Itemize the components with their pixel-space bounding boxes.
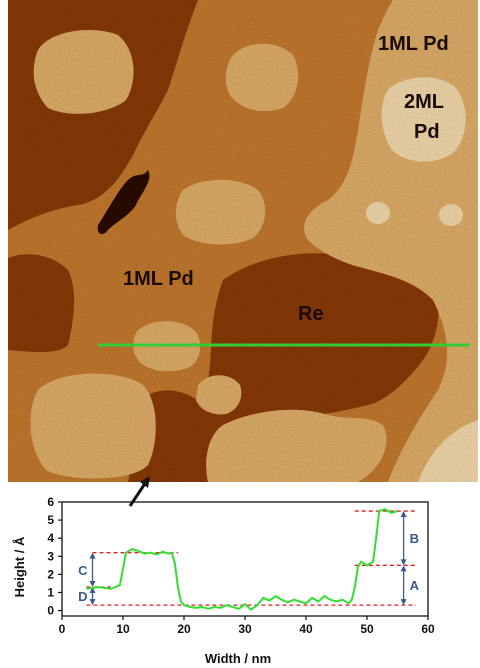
- step-marker-label: D: [78, 589, 87, 604]
- height-profile-chart: 0 10 20 30 40 50 60 0 1 2 3 4 5 6 A B CD Width / nm Hei…: [12, 495, 435, 666]
- label-2ml-line2: Pd: [414, 121, 440, 143]
- stm-topography-image: 1ML Pd 2ML Pd 1ML Pd Re: [8, 0, 478, 482]
- chart-axes: 0 10 20 30 40 50 60 0 1 2 3 4 5 6: [47, 495, 435, 636]
- step-marker-d: D: [78, 587, 96, 606]
- marker-head-bottom: [89, 581, 96, 588]
- reference-lines: [86, 510, 416, 606]
- height-profile-series: [86, 508, 398, 611]
- marker-head-top: [400, 565, 407, 572]
- step-marker-label: A: [410, 578, 420, 593]
- x-tick-label: 30: [238, 622, 252, 636]
- y-tick-label: 5: [47, 513, 54, 527]
- y-tick-label: 6: [47, 495, 54, 509]
- x-tick-label: 40: [299, 622, 313, 636]
- marker-head-top: [89, 552, 96, 559]
- label-1ml-pd-top-right: 1ML Pd: [378, 33, 449, 55]
- y-tick-label: 1: [47, 585, 54, 599]
- y-tick-label: 2: [47, 567, 54, 581]
- y-tick-label: 0: [47, 604, 54, 618]
- y-tick-label: 3: [47, 549, 54, 563]
- label-re: Re: [298, 303, 324, 325]
- x-axis-title: Width / nm: [205, 651, 271, 666]
- marker-head-top: [89, 587, 96, 594]
- x-tick-label: 0: [59, 622, 66, 636]
- marker-head-bottom: [400, 599, 407, 606]
- grain-overlay: [8, 0, 478, 482]
- marker-head-bottom: [400, 559, 407, 566]
- y-axis-title: Height / Å: [12, 536, 27, 597]
- step-marker-label: B: [410, 531, 419, 546]
- x-tick-label: 50: [360, 622, 374, 636]
- y-tick-label: 4: [47, 531, 54, 545]
- x-tick-label: 60: [421, 622, 435, 636]
- x-tick-label: 10: [116, 622, 130, 636]
- marker-head-top: [400, 511, 407, 518]
- step-marker-b: B: [400, 511, 419, 566]
- label-2ml-line1: 2ML: [404, 91, 444, 113]
- step-markers: A B CD: [78, 511, 420, 606]
- step-marker-label: C: [78, 563, 88, 578]
- label-1ml-pd-center: 1ML Pd: [123, 268, 194, 290]
- step-marker-c: C: [78, 552, 96, 588]
- x-tick-label: 20: [177, 622, 191, 636]
- marker-head-bottom: [89, 599, 96, 606]
- step-marker-a: A: [400, 565, 420, 606]
